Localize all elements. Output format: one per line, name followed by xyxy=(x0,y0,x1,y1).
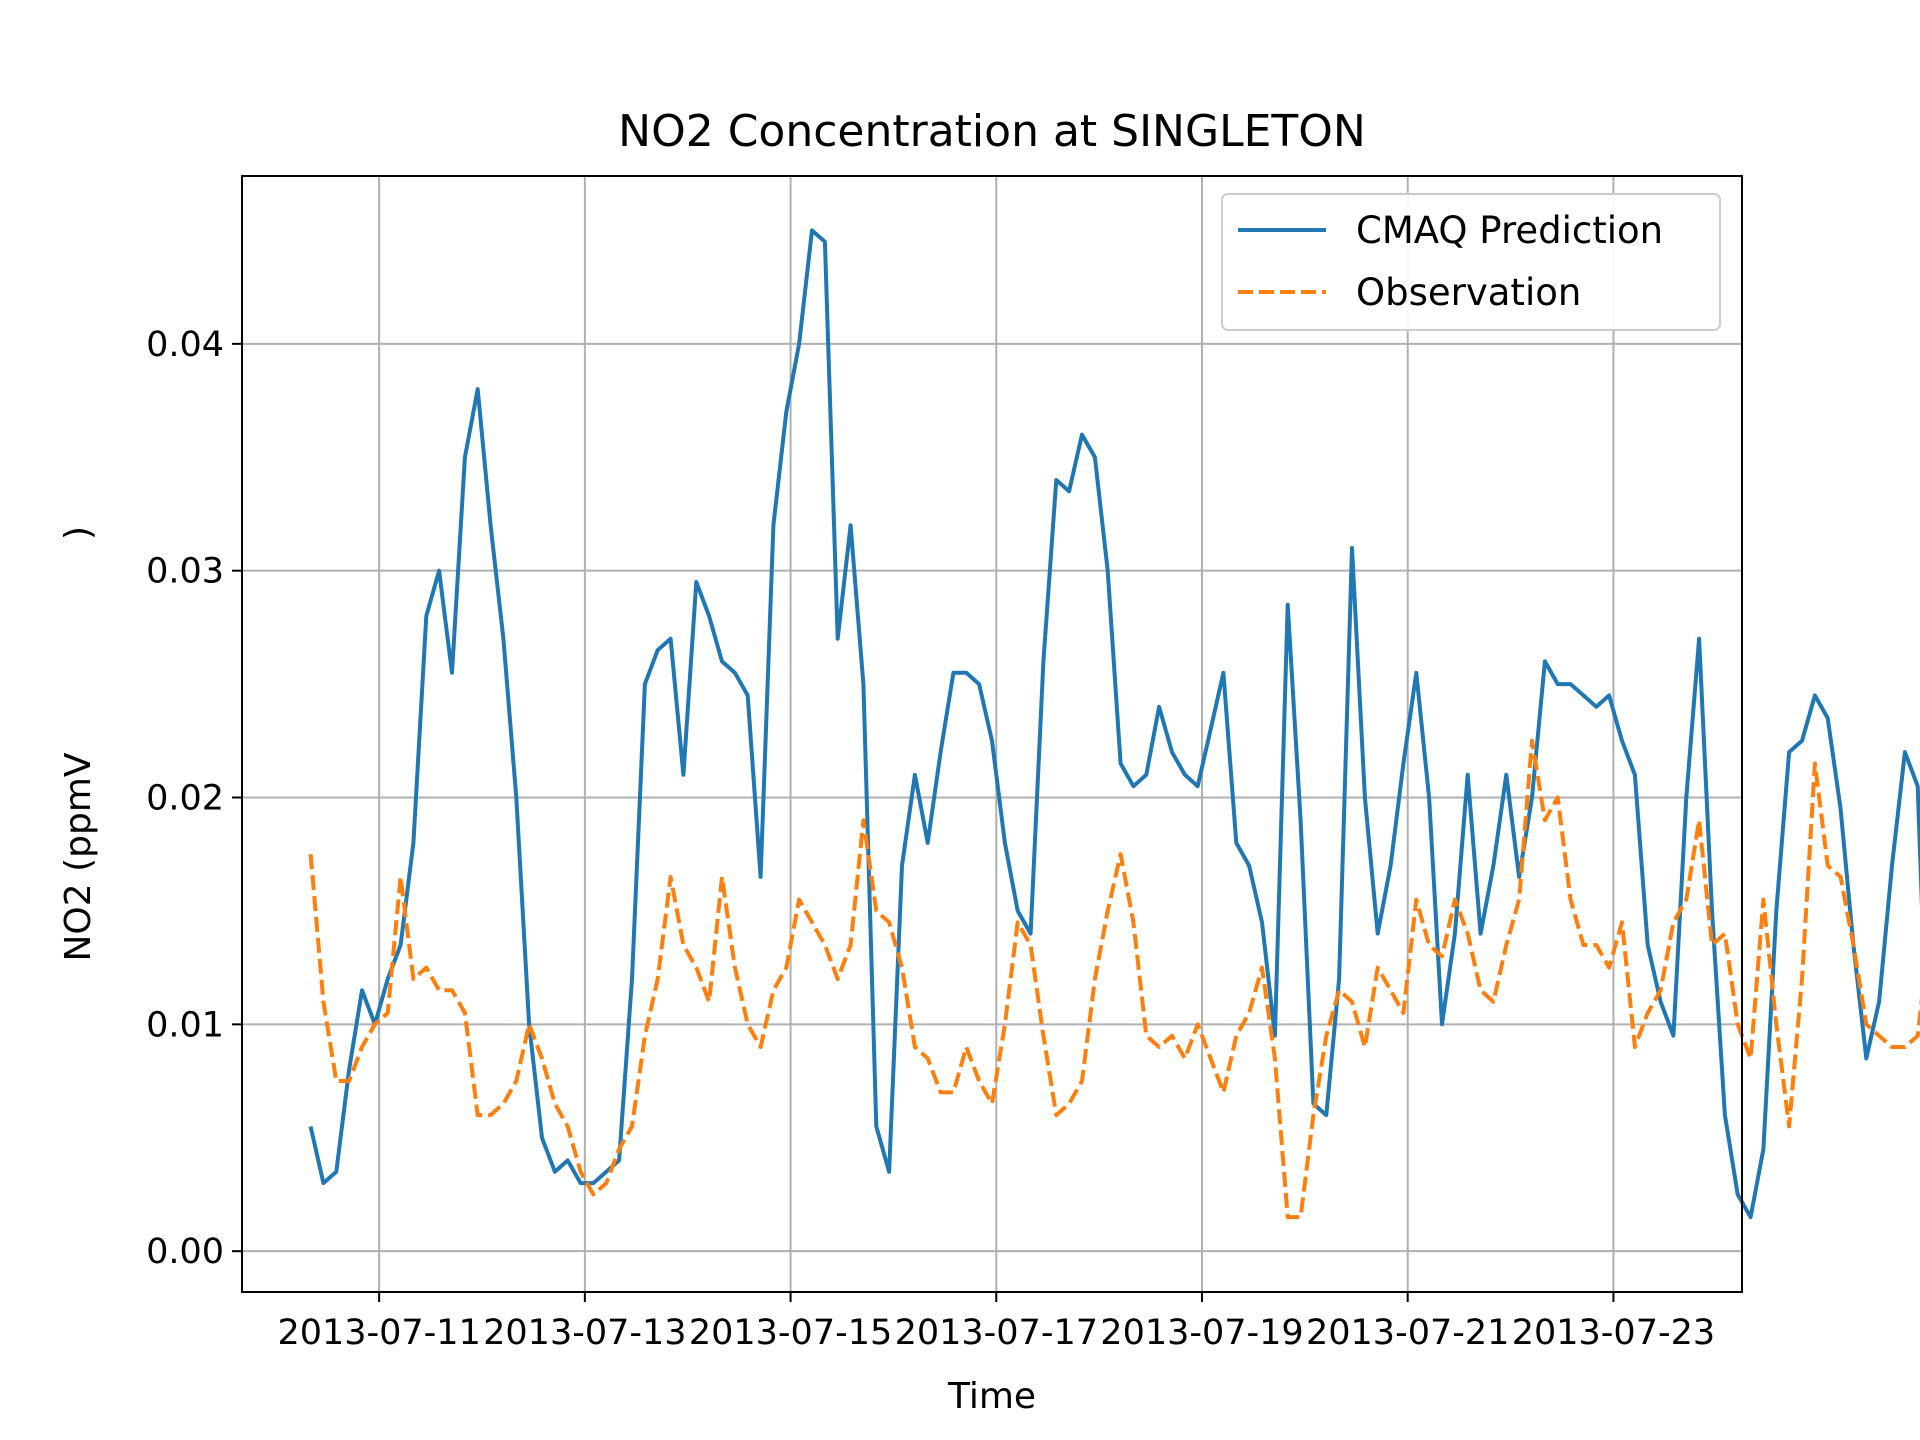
legend-box xyxy=(1221,193,1721,331)
x-tick-label: 2013-07-21 xyxy=(1306,1313,1509,1353)
legend: CMAQ Prediction Observation xyxy=(1221,193,1721,331)
x-tick-label: 2013-07-23 xyxy=(1512,1313,1715,1353)
x-axis-label: Time xyxy=(947,1376,1036,1417)
y-axis-label: NO2 (ppmV xyxy=(58,752,99,961)
axis-ticks: 0.00 0.01 0.02 0.03 0.04 2013-07-11 2013-07-13… xyxy=(146,325,1715,1353)
chart-title: NO2 Concentration at SINGLETON xyxy=(618,106,1366,157)
x-tick-label: 2013-07-17 xyxy=(895,1313,1098,1353)
x-tick-label: 2013-07-11 xyxy=(277,1313,480,1353)
y-tick-label: 0.01 xyxy=(146,1005,224,1045)
y-tick-label: 0.02 xyxy=(146,779,224,819)
y-tick-label: 0.03 xyxy=(146,552,224,592)
y-tick-label: 0.04 xyxy=(146,325,224,365)
y-tick-label: 0.00 xyxy=(146,1232,224,1272)
y-axis-label-paren: ) xyxy=(58,526,99,540)
series-line-cmaq-prediction xyxy=(308,228,1920,1220)
plot-frame xyxy=(241,175,1743,1293)
x-tick-label: 2013-07-15 xyxy=(689,1313,892,1353)
series-line-observation xyxy=(308,738,1920,1220)
legend-label-cmaq-prediction: CMAQ Prediction xyxy=(1356,209,1663,252)
x-tick-label: 2013-07-13 xyxy=(483,1313,686,1353)
legend-label-observation: Observation xyxy=(1356,271,1581,314)
series-lines xyxy=(308,228,1920,1220)
x-tick-label: 2013-07-19 xyxy=(1100,1313,1303,1353)
